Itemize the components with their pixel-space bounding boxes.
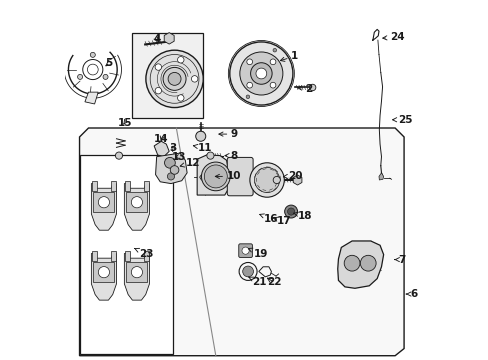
Circle shape [155, 87, 161, 94]
Circle shape [229, 42, 292, 105]
Text: 12: 12 [180, 158, 200, 168]
Circle shape [272, 48, 276, 52]
Circle shape [98, 266, 109, 278]
Circle shape [204, 165, 227, 188]
Polygon shape [197, 155, 228, 195]
Polygon shape [125, 181, 129, 190]
Text: 1: 1 [280, 51, 298, 61]
Polygon shape [126, 262, 147, 282]
Text: 14: 14 [154, 135, 168, 144]
Polygon shape [92, 251, 97, 261]
Circle shape [246, 82, 252, 88]
Circle shape [131, 266, 142, 278]
Text: 20: 20 [283, 171, 302, 181]
Text: 4: 4 [153, 35, 160, 44]
Circle shape [254, 167, 279, 193]
Circle shape [284, 205, 297, 218]
Text: 6: 6 [406, 289, 417, 299]
Text: 10: 10 [215, 171, 241, 181]
Circle shape [131, 197, 142, 208]
Circle shape [269, 59, 275, 65]
Polygon shape [126, 192, 147, 212]
Polygon shape [80, 155, 172, 354]
Circle shape [245, 95, 249, 99]
Polygon shape [93, 262, 114, 282]
FancyBboxPatch shape [131, 33, 203, 118]
Text: 17: 17 [272, 216, 291, 226]
Circle shape [177, 95, 183, 101]
Circle shape [287, 208, 294, 215]
Polygon shape [378, 173, 383, 180]
Circle shape [239, 52, 282, 95]
Circle shape [191, 76, 198, 82]
Polygon shape [93, 192, 114, 212]
Circle shape [255, 68, 266, 79]
Text: 2: 2 [297, 84, 312, 94]
Circle shape [269, 82, 275, 88]
Circle shape [242, 247, 249, 254]
Circle shape [163, 67, 185, 90]
Polygon shape [124, 253, 149, 300]
Polygon shape [125, 251, 129, 261]
Polygon shape [80, 128, 403, 356]
Text: 15: 15 [117, 118, 132, 128]
Text: 13: 13 [171, 152, 185, 162]
Circle shape [309, 84, 315, 91]
Circle shape [249, 163, 284, 197]
Circle shape [90, 52, 95, 57]
Text: 25: 25 [392, 115, 412, 125]
FancyBboxPatch shape [227, 157, 253, 196]
Polygon shape [92, 181, 97, 190]
Circle shape [103, 75, 108, 80]
Circle shape [246, 59, 252, 65]
Circle shape [242, 266, 253, 277]
Circle shape [206, 152, 214, 159]
FancyBboxPatch shape [238, 244, 252, 257]
Polygon shape [164, 33, 174, 44]
Circle shape [164, 157, 175, 168]
Circle shape [250, 63, 271, 84]
Text: 21: 21 [248, 277, 266, 287]
Text: 16: 16 [259, 214, 278, 224]
Polygon shape [154, 141, 169, 157]
Polygon shape [124, 184, 149, 230]
Circle shape [168, 72, 181, 85]
Text: 8: 8 [224, 150, 238, 161]
Polygon shape [144, 251, 148, 261]
Polygon shape [337, 241, 383, 288]
Polygon shape [293, 175, 301, 185]
Text: 24: 24 [382, 32, 404, 42]
Polygon shape [144, 181, 148, 190]
Circle shape [155, 64, 161, 70]
Text: 9: 9 [219, 129, 238, 139]
Text: 3: 3 [169, 143, 176, 153]
Text: 5: 5 [105, 58, 112, 68]
Circle shape [195, 131, 205, 141]
Polygon shape [111, 251, 116, 261]
Circle shape [177, 57, 183, 63]
Polygon shape [85, 92, 98, 104]
Polygon shape [155, 153, 187, 184]
Circle shape [273, 176, 280, 184]
Text: 19: 19 [248, 248, 267, 258]
Text: 18: 18 [293, 211, 311, 221]
Circle shape [78, 75, 82, 80]
Circle shape [145, 50, 203, 108]
Circle shape [98, 197, 109, 208]
Text: 7: 7 [394, 255, 405, 265]
Text: 11: 11 [193, 143, 212, 153]
Text: 22: 22 [266, 277, 281, 287]
Polygon shape [91, 253, 116, 300]
Polygon shape [91, 184, 116, 230]
Circle shape [344, 255, 359, 271]
Polygon shape [111, 181, 116, 190]
Circle shape [201, 162, 230, 191]
Text: 23: 23 [134, 248, 153, 258]
Circle shape [115, 152, 122, 159]
Circle shape [170, 166, 179, 174]
Polygon shape [199, 175, 210, 181]
Circle shape [360, 255, 375, 271]
Circle shape [167, 173, 174, 180]
